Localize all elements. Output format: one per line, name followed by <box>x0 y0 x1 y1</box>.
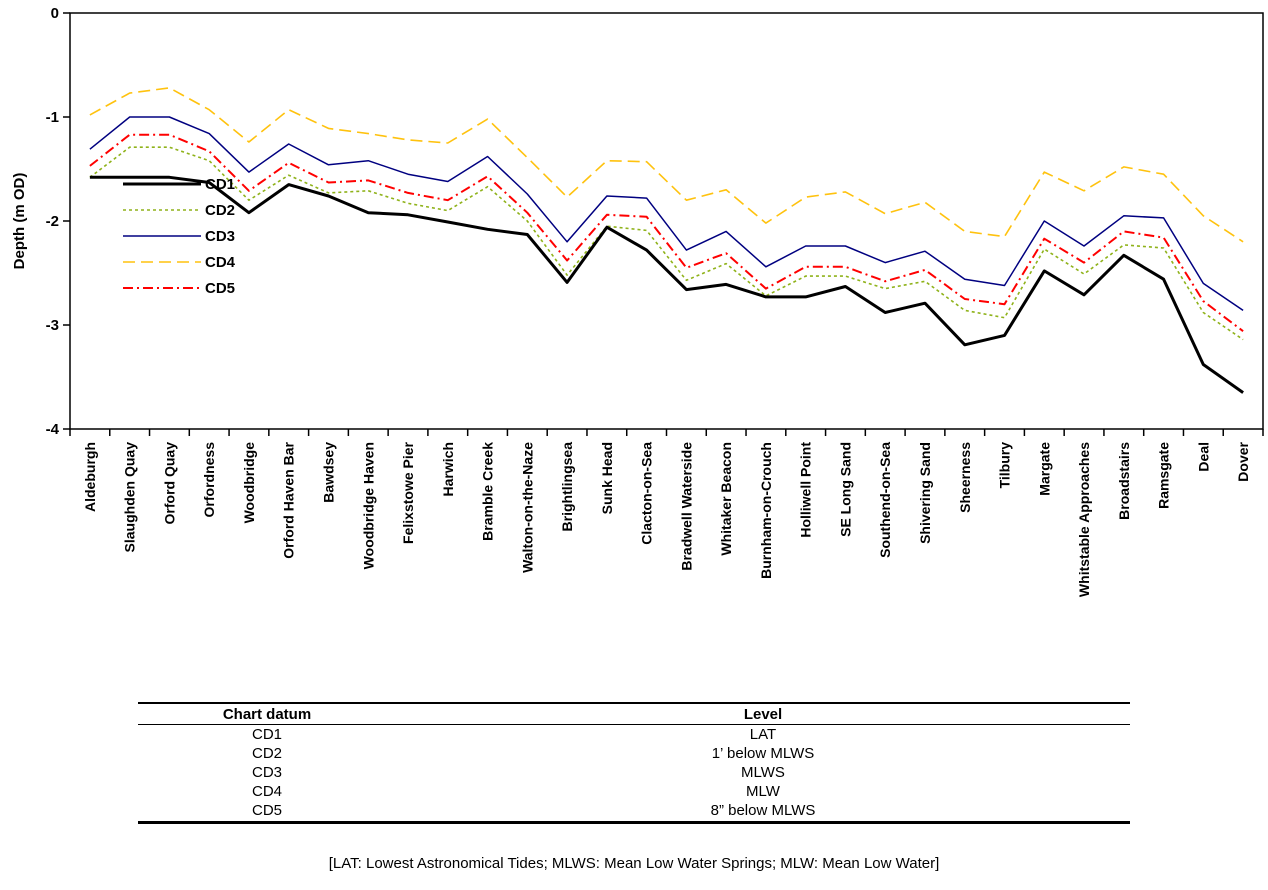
table-footnote: [LAT: Lowest Astronomical Tides; MLWS: M… <box>328 855 940 872</box>
level-cell: 8” below MLWS <box>396 801 1130 824</box>
x-tick-label: Sunk Head <box>599 442 615 514</box>
x-tick-label: Felixstowe Pier <box>400 441 416 543</box>
y-axis-label: Depth (m OD) <box>11 173 28 270</box>
series-line-cd5 <box>89 133 1244 332</box>
plot-frame <box>69 12 1264 430</box>
x-tick-label: Whitaker Beacon <box>718 442 734 556</box>
x-tick-label: Broadstairs <box>1116 442 1132 520</box>
header-level: Level <box>396 702 1130 725</box>
y-tick-label: -3 <box>46 317 59 334</box>
table-row: CD4 MLW <box>138 782 1130 801</box>
x-tick-label: SE Long Sand <box>837 442 853 537</box>
table-row: CD5 8” below MLWS <box>138 801 1130 824</box>
x-tick-label: Woodbridge <box>241 442 257 524</box>
x-tick-label: Ramsgate <box>1156 442 1172 509</box>
table-row: CD1 LAT <box>138 725 1130 745</box>
series-line-cd4 <box>89 87 1244 243</box>
level-cell: 1’ below MLWS <box>711 745 815 762</box>
chart-axes: 0 -1 -2 -3 -4 Depth (m OD) Aldeburgh Slaughden … <box>11 5 1264 597</box>
x-tick-label: Burnham-on-Crouch <box>758 442 774 579</box>
x-tick-label: Clacton-on-Sea <box>639 442 655 545</box>
table-header-row: Chart datum Level <box>138 702 1130 725</box>
x-tick-label: Walton-on-the-Naze <box>519 442 535 573</box>
x-tick-label: Tilbury <box>997 442 1013 489</box>
datum-cell: CD5 <box>138 801 396 824</box>
legend-label-cd5: CD5 <box>205 280 235 297</box>
level-cell: MLW <box>746 783 780 800</box>
x-tick-label: Brightlingsea <box>559 442 575 532</box>
table-row: CD2 1’ below MLWS <box>138 744 1130 763</box>
level-cell: LAT <box>749 726 777 743</box>
series-line-cd1 <box>89 175 1244 394</box>
level-cell: MLWS <box>741 764 785 781</box>
x-tick-label: Orford Haven Bar <box>281 441 297 558</box>
legend-label-cd4: CD4 <box>205 254 236 271</box>
series-lines <box>89 87 1244 394</box>
x-tick-label: Margate <box>1036 442 1052 496</box>
table-row: CD3 MLWS <box>138 763 1130 782</box>
legend-label-cd1: CD1 <box>205 176 235 193</box>
x-tick-label: Shivering Sand <box>917 442 933 544</box>
x-tick-label: Orfordness <box>201 442 217 518</box>
x-tick-label: Bradwell Waterside <box>678 442 694 571</box>
x-tick-label: Whitstable Approaches <box>1076 442 1092 597</box>
x-tick-label: Southend-on-Sea <box>877 442 893 558</box>
series-line-cd2 <box>89 146 1244 341</box>
chart-datum-table: Chart datum Level CD1 LAT CD2 1’ below M… <box>138 702 1130 824</box>
header-chart-datum: Chart datum <box>138 702 396 725</box>
x-tick-label: Bramble Creek <box>480 442 496 541</box>
legend-label-cd3: CD3 <box>205 228 235 245</box>
datum-cell: CD2 <box>251 745 282 762</box>
x-tick-label: Sheerness <box>957 442 973 513</box>
chart-legend: CD1 CD2 CD3 CD4 CD5 <box>123 176 236 297</box>
x-tick-label: Slaughden Quay <box>122 442 138 553</box>
x-tick-label: Dover <box>1235 441 1251 481</box>
x-tick-label: Bawdsey <box>320 442 336 503</box>
datum-cell: CD4 <box>251 783 282 800</box>
y-tick-label: -4 <box>46 421 60 438</box>
y-tick-label: 0 <box>51 5 59 22</box>
y-tick-label: -1 <box>46 109 59 126</box>
x-tick-label: Harwich <box>440 442 456 496</box>
x-tick-label: Orford Quay <box>161 442 177 525</box>
datum-cell: CD1 <box>251 726 282 743</box>
x-tick-label: Aldeburgh <box>82 442 98 512</box>
depth-line-chart: 0 -1 -2 -3 -4 Depth (m OD) Aldeburgh Slaughden … <box>11 5 1264 597</box>
legend-label-cd2: CD2 <box>205 202 235 219</box>
y-tick-label: -2 <box>46 213 59 230</box>
x-tick-label: Woodbridge Haven <box>360 442 376 569</box>
x-tick-label: Holliwell Point <box>798 442 814 538</box>
datum-cell: CD3 <box>251 764 282 781</box>
series-line-cd3 <box>89 116 1244 312</box>
x-tick-label: Deal <box>1195 442 1211 472</box>
